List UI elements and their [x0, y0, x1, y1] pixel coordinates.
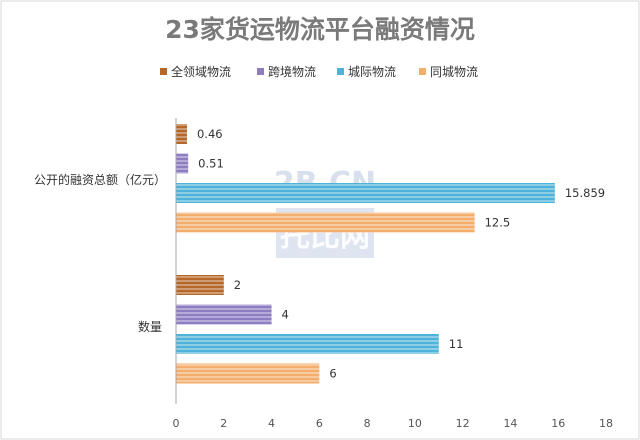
- data-label-2-3: 11: [449, 337, 464, 351]
- bar-stripes-2-3: [176, 334, 439, 354]
- bar-stripes-2-4: [176, 363, 320, 384]
- legend-swatch-2: [257, 68, 264, 75]
- bar-stripes-1-2: [176, 153, 189, 174]
- category-labels: 公开的融资总额（亿元） 数量: [34, 172, 166, 334]
- x-tick-label-4: 6: [316, 417, 323, 430]
- legend-swatch-1: [160, 68, 167, 75]
- data-label-2-4: 6: [329, 367, 336, 381]
- legend-label-3: 城际物流: [348, 65, 396, 79]
- data-label-1-3: 15.859: [565, 186, 605, 200]
- chart-title: 23家货运物流平台融资情况: [165, 15, 475, 44]
- data-label-2-2: 4: [282, 308, 289, 322]
- legend-label-4: 同城物流: [430, 65, 478, 79]
- bar-stripes-1-1: [176, 124, 187, 144]
- legend-label-1: 全领域物流: [171, 64, 231, 79]
- bar-stripes-1-3: [176, 183, 555, 203]
- x-tick-label-6: 10: [408, 417, 422, 430]
- x-tick-label-3: 4: [268, 417, 275, 430]
- x-tick-label-8: 14: [503, 417, 517, 430]
- x-tick-label-9: 16: [551, 417, 565, 430]
- bar-stripes-2-1: [176, 275, 224, 295]
- x-axis-ticks: 0 2 4 6 8 10 12 14 16 18: [173, 417, 614, 430]
- category-label-1: 公开的融资总额（亿元）: [34, 172, 166, 187]
- data-label-1-4: 12.5: [485, 216, 511, 230]
- data-label-1-2: 0.51: [198, 157, 224, 171]
- x-tick-label-7: 12: [456, 417, 470, 430]
- bar-stripes-1-4: [176, 212, 475, 233]
- bars: [176, 124, 555, 384]
- x-tick-label-5: 8: [364, 417, 371, 430]
- category-label-2: 数量: [138, 319, 162, 334]
- legend-swatch-3: [337, 68, 344, 75]
- legend-label-2: 跨境物流: [268, 64, 316, 79]
- watermark: 2B.CN 托比网: [274, 166, 376, 258]
- data-label-2-1: 2: [234, 278, 241, 292]
- data-labels: 0.46 0.51 15.859 12.5 2 4 11 6: [197, 127, 605, 381]
- data-label-1-1: 0.46: [197, 127, 223, 141]
- bar-stripes-2-2: [176, 304, 272, 325]
- x-tick-label-10: 18: [599, 417, 613, 430]
- x-tick-label-2: 2: [220, 417, 227, 430]
- legend: 全领域物流 跨境物流 城际物流 同城物流: [160, 64, 478, 79]
- x-tick-label-1: 0: [173, 417, 180, 430]
- legend-swatch-4: [419, 68, 426, 75]
